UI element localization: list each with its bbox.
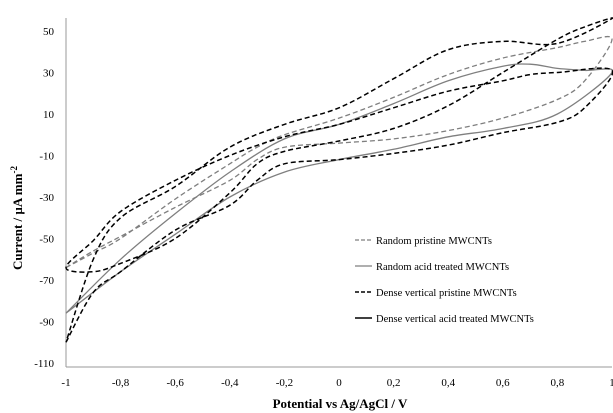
x-tick-label: 0,6 [496, 377, 510, 389]
y-tick-label: -30 [39, 192, 54, 204]
y-tick-label: -110 [34, 358, 54, 370]
y-axis-title-main: Current / µA mm [10, 173, 25, 270]
y-tick-label: -90 [39, 317, 54, 329]
y-tick-label: 30 [43, 68, 55, 80]
legend-label-4: Dense vertical acid treated MWCNTs [376, 314, 534, 325]
x-tick-label: 1 [609, 377, 613, 389]
x-tick-label: 0,2 [387, 377, 401, 389]
legend-label-3: Dense vertical pristine MWCNTs [376, 288, 517, 299]
x-tick-label: -1 [61, 377, 70, 389]
y-tick-label: -70 [39, 275, 54, 287]
y-tick-label: 10 [43, 109, 55, 121]
y-tick-label: -10 [39, 151, 54, 163]
legend: Random pristine MWCNTs Random acid treate… [355, 236, 534, 325]
y-axis-title-superscript: -2 [9, 166, 19, 174]
legend-label-2: Random acid treated MWCNTs [376, 262, 509, 273]
series-layer [65, 17, 613, 343]
series-line-2 [65, 63, 613, 314]
legend-label-1: Random pristine MWCNTs [376, 236, 492, 247]
y-axis-title: Current / µA mm-2 [9, 166, 25, 270]
x-tick-label: -0,2 [276, 377, 293, 389]
y-tick-label: -50 [39, 234, 54, 246]
series-line-1 [65, 35, 613, 269]
x-tick-label: 0,4 [441, 377, 455, 389]
x-axis-title: Potential vs Ag/AgCl / V [273, 396, 408, 411]
series-line-3 [65, 17, 613, 343]
x-tick-label: 0,8 [551, 377, 565, 389]
x-tick-label: -0,4 [221, 377, 239, 389]
x-tick-label: 0 [336, 377, 342, 389]
y-tick-label: 50 [43, 26, 55, 38]
x-tick-label: -0,8 [112, 377, 130, 389]
x-tick-label: -0,6 [166, 377, 184, 389]
